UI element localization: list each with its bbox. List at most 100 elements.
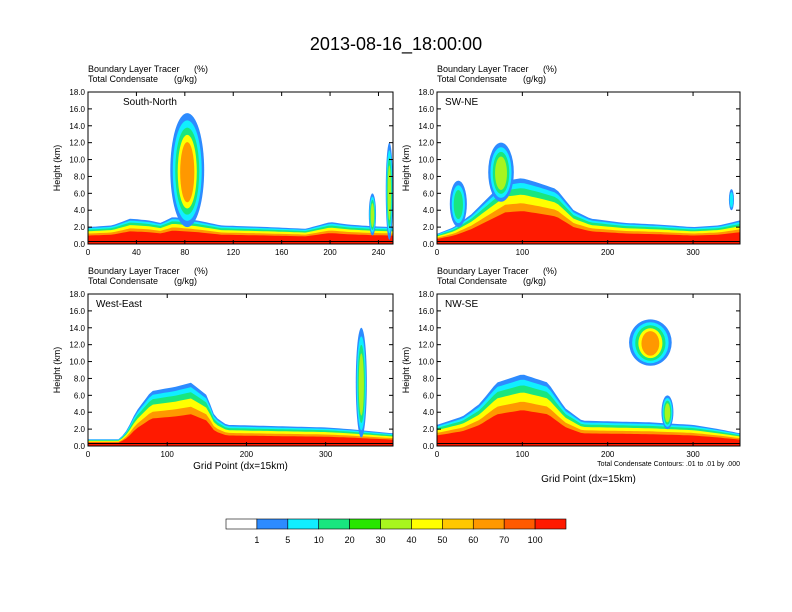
x-tick-label: 200 — [240, 450, 254, 459]
colorbar-swatch — [534, 518, 567, 530]
figure-title: 2013-08-16_18:00:00 — [310, 34, 482, 55]
x-tick-label: 200 — [601, 450, 615, 459]
x-tick-label: 0 — [86, 248, 91, 257]
y-tick-label: 18.0 — [418, 290, 434, 299]
y-tick-label: 14.0 — [69, 122, 85, 131]
panel-3: Boundary Layer Tracer (%) Total Condensate… — [401, 266, 741, 485]
colorbar-label: 30 — [376, 535, 386, 545]
field-units: (%) — [543, 266, 557, 276]
field-title: Boundary Layer Tracer — [437, 64, 529, 74]
panel-label: West-East — [96, 299, 142, 310]
colorbar-swatch — [411, 518, 443, 530]
colorbar-label: 5 — [285, 535, 290, 545]
tracer-plume-2 — [729, 192, 734, 208]
tracer-band-5 — [437, 211, 740, 244]
tracer-plume-0 — [453, 189, 463, 220]
y-tick-label: 12.0 — [69, 341, 85, 350]
colorbar-swatch — [503, 518, 536, 530]
field-units: (%) — [194, 266, 208, 276]
field-units: (%) — [194, 64, 208, 74]
x-tick-label: 0 — [435, 450, 440, 459]
tracer-plume-0 — [180, 142, 195, 203]
plot-frame — [436, 293, 741, 447]
colorbar-label: 100 — [528, 535, 543, 545]
x-tick-label: 160 — [275, 248, 289, 257]
x-tick-label: 80 — [180, 248, 189, 257]
x-tick-label: 100 — [161, 450, 175, 459]
y-tick-label: 2.0 — [423, 223, 435, 232]
panel-0: Boundary Layer Tracer (%) Total Condensate… — [52, 64, 394, 257]
y-tick-label: 18.0 — [69, 290, 85, 299]
colorbar-swatch — [472, 518, 505, 530]
contour-title: Total Condensate — [437, 276, 507, 286]
y-tick-label: 4.0 — [423, 206, 435, 215]
x-tick-label: 300 — [686, 248, 700, 257]
y-tick-label: 0.0 — [74, 240, 86, 249]
x-tick-label: 40 — [132, 248, 141, 257]
field-title: Boundary Layer Tracer — [88, 266, 180, 276]
contour-units: (g/kg) — [174, 276, 197, 286]
y-tick-label: 10.0 — [418, 156, 434, 165]
y-tick-label: 18.0 — [69, 88, 85, 97]
contour-title: Total Condensate — [88, 276, 158, 286]
colorbar-swatch — [287, 518, 320, 530]
x-tick-label: 100 — [516, 248, 530, 257]
colorbar-label: 1 — [254, 535, 259, 545]
tracer-field — [88, 113, 393, 244]
y-tick-label: 6.0 — [74, 391, 86, 400]
colorbar-label: 70 — [499, 535, 509, 545]
y-tick-label: 0.0 — [423, 442, 435, 451]
y-tick-label: 6.0 — [423, 189, 435, 198]
y-axis-label: Height (km) — [401, 145, 411, 192]
x-tick-label: 300 — [319, 450, 333, 459]
y-tick-label: 8.0 — [74, 374, 86, 383]
y-tick-label: 16.0 — [69, 307, 85, 316]
y-tick-label: 4.0 — [423, 408, 435, 417]
contour-title: Total Condensate — [437, 74, 507, 84]
field-title: Boundary Layer Tracer — [88, 64, 180, 74]
y-tick-label: 2.0 — [423, 425, 435, 434]
y-axis-label: Height (km) — [52, 347, 62, 394]
y-tick-label: 16.0 — [418, 105, 434, 114]
y-tick-label: 0.0 — [423, 240, 435, 249]
contour-footnote: Total Condensate Contours: .01 to .01 by… — [597, 461, 740, 468]
y-tick-label: 4.0 — [74, 206, 86, 215]
x-tick-label: 0 — [86, 450, 91, 459]
tracer-band-5 — [88, 230, 393, 244]
panel-label: South-North — [123, 97, 177, 108]
tracer-field — [437, 319, 740, 446]
y-tick-label: 14.0 — [418, 324, 434, 333]
tracer-plume-0 — [358, 353, 364, 416]
contour-units: (g/kg) — [523, 276, 546, 286]
y-tick-label: 10.0 — [418, 358, 434, 367]
y-tick-label: 8.0 — [423, 374, 435, 383]
x-tick-label: 200 — [323, 248, 337, 257]
tracer-plume-0 — [641, 331, 660, 356]
field-title: Boundary Layer Tracer — [437, 266, 529, 276]
panel-2: Boundary Layer Tracer (%) Total Condensate… — [52, 266, 394, 472]
y-axis-label: Height (km) — [52, 145, 62, 192]
colorbar-label: 20 — [345, 535, 355, 545]
colorbar-swatch — [442, 518, 474, 530]
y-tick-label: 10.0 — [69, 156, 85, 165]
x-tick-label: 200 — [601, 248, 615, 257]
panel-label: SW-NE — [445, 97, 478, 108]
x-axis-label: Grid Point (dx=15km) — [541, 474, 636, 485]
y-tick-label: 12.0 — [418, 139, 434, 148]
colorbar-swatch — [318, 518, 350, 530]
y-tick-label: 12.0 — [418, 341, 434, 350]
y-tick-label: 16.0 — [69, 105, 85, 114]
tracer-band-5 — [88, 414, 393, 446]
y-tick-label: 14.0 — [418, 122, 434, 131]
tracer-band-5 — [437, 410, 740, 446]
tracer-field — [88, 327, 393, 446]
contour-units: (g/kg) — [174, 74, 197, 84]
y-tick-label: 4.0 — [74, 408, 86, 417]
y-tick-label: 0.0 — [74, 442, 86, 451]
plot-frame — [87, 293, 394, 447]
y-tick-label: 14.0 — [69, 324, 85, 333]
colorbar-swatch — [380, 518, 412, 530]
panel-1: Boundary Layer Tracer (%) Total Condensate… — [401, 64, 741, 257]
x-tick-label: 120 — [227, 248, 241, 257]
contour-units: (g/kg) — [523, 74, 546, 84]
